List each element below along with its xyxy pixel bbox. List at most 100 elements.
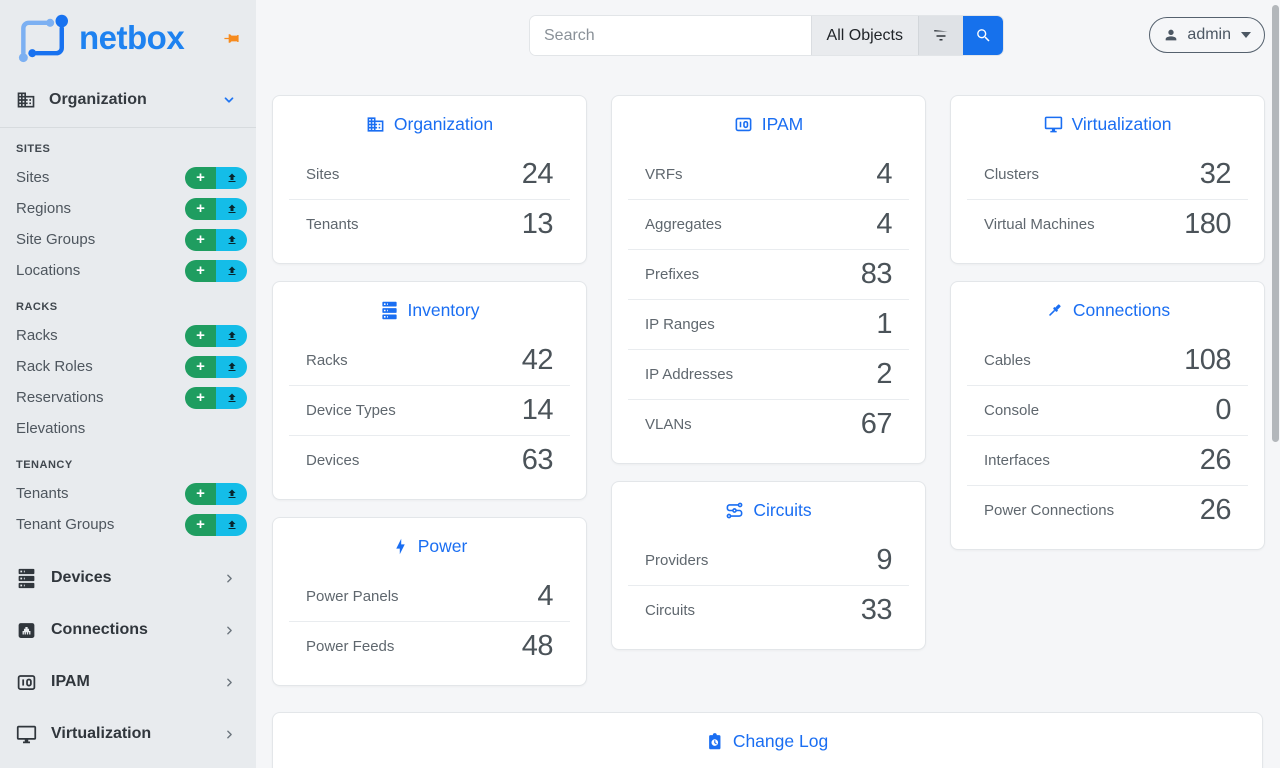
card-changelog: Change Log xyxy=(272,712,1263,768)
stat-label[interactable]: IP Addresses xyxy=(645,366,734,383)
stat-label[interactable]: Device Types xyxy=(306,402,396,419)
chevron-right-icon xyxy=(223,572,236,585)
stat-label[interactable]: Console xyxy=(984,402,1040,419)
stat-label[interactable]: Providers xyxy=(645,551,709,569)
stat-label[interactable]: Prefixes xyxy=(645,266,700,283)
stat-label[interactable]: Power Feeds xyxy=(306,638,395,655)
sidebar-menu-connections[interactable]: Connections xyxy=(0,604,256,656)
add-button[interactable]: + xyxy=(185,197,216,220)
stat-label[interactable]: Devices xyxy=(306,452,360,469)
sidebar-menu-virtualization[interactable]: Virtualization xyxy=(0,708,256,760)
stat-label[interactable]: Power Connections xyxy=(984,502,1115,519)
sidebar-item-sites[interactable]: Sites + xyxy=(0,162,256,193)
plus-icon: + xyxy=(196,485,205,502)
stat-row: Cables 108 xyxy=(967,335,1248,385)
stat-label[interactable]: Power Panels xyxy=(306,587,399,605)
pin-icon[interactable] xyxy=(223,30,240,47)
add-button[interactable]: + xyxy=(185,166,216,189)
building-icon xyxy=(366,115,385,134)
stat-value: 4 xyxy=(876,208,892,240)
stat-label[interactable]: Interfaces xyxy=(984,452,1050,469)
upload-icon xyxy=(226,203,238,215)
stat-label[interactable]: Virtual Machines xyxy=(984,216,1095,233)
stat-label[interactable]: Racks xyxy=(306,351,348,369)
plus-icon: + xyxy=(196,262,205,279)
search-input[interactable] xyxy=(530,16,811,55)
search-scope-select[interactable]: All Objects xyxy=(810,16,918,55)
sidebar-item-locations[interactable]: Locations + xyxy=(0,255,256,286)
chevron-right-icon xyxy=(223,624,236,637)
sidebar-item-elevations[interactable]: Elevations xyxy=(0,413,256,444)
import-button[interactable] xyxy=(216,259,247,282)
sidebar-item-reservations[interactable]: Reservations + xyxy=(0,382,256,413)
sidebar-item-tenant-groups[interactable]: Tenant Groups + xyxy=(0,509,256,540)
sidebar-menu-organization[interactable]: Organization xyxy=(0,83,256,117)
sidebar-menu-devices[interactable]: Devices xyxy=(0,552,256,604)
sidebar-item-label: Sites xyxy=(16,169,50,186)
stat-label[interactable]: Tenants xyxy=(306,216,359,233)
netbox-logo-icon xyxy=(16,13,70,63)
add-button[interactable]: + xyxy=(185,355,216,378)
clipboard-clock-icon xyxy=(707,732,724,750)
sidebar: netbox Organization SITES Sites + Region… xyxy=(0,0,256,768)
sidebar-item-label: Elevations xyxy=(16,420,86,437)
dashboard-grid: Organization Sites 24 Tenants 13 Invento… xyxy=(272,95,1265,686)
stat-label[interactable]: VLANs xyxy=(645,416,692,433)
card-organization: Organization Sites 24 Tenants 13 xyxy=(272,95,587,264)
import-button[interactable] xyxy=(216,197,247,220)
stat-label[interactable]: IP Ranges xyxy=(645,316,715,333)
import-button[interactable] xyxy=(216,482,247,505)
stat-row: VLANs 67 xyxy=(628,399,909,449)
add-button[interactable]: + xyxy=(185,482,216,505)
import-button[interactable] xyxy=(216,513,247,536)
sidebar-item-racks[interactable]: Racks + xyxy=(0,320,256,351)
import-button[interactable] xyxy=(216,355,247,378)
transit-route-icon xyxy=(725,501,744,520)
stat-value: 48 xyxy=(521,630,554,662)
sidebar-item-rack-roles[interactable]: Rack Roles + xyxy=(0,351,256,382)
section-title-racks: RACKS xyxy=(16,301,58,313)
stat-row: Prefixes 83 xyxy=(628,249,909,299)
sidebar-menu-label: Devices xyxy=(51,569,112,586)
add-button[interactable]: + xyxy=(185,386,216,409)
add-button[interactable]: + xyxy=(185,259,216,282)
import-button[interactable] xyxy=(216,228,247,251)
vertical-scrollbar-thumb[interactable] xyxy=(1272,5,1279,442)
stat-value: 2 xyxy=(876,358,892,390)
search-submit-button[interactable] xyxy=(963,16,1003,55)
add-button[interactable]: + xyxy=(185,324,216,347)
stat-label[interactable]: Sites xyxy=(306,165,340,183)
stat-label[interactable]: Cables xyxy=(984,351,1031,369)
stat-value: 32 xyxy=(1199,157,1232,190)
person-icon xyxy=(1163,27,1179,43)
stat-label[interactable]: Clusters xyxy=(984,165,1040,183)
stat-label[interactable]: Aggregates xyxy=(645,216,722,233)
sidebar-item-label: Rack Roles xyxy=(16,358,93,375)
filter-button[interactable] xyxy=(918,16,963,55)
sidebar-item-tenants[interactable]: Tenants + xyxy=(0,478,256,509)
stat-value: 13 xyxy=(521,208,554,240)
sidebar-item-site-groups[interactable]: Site Groups + xyxy=(0,224,256,255)
server-icon xyxy=(16,568,37,589)
stat-label[interactable]: Circuits xyxy=(645,602,696,619)
plus-icon: + xyxy=(196,516,205,533)
upload-icon xyxy=(226,330,238,342)
user-name: admin xyxy=(1187,26,1231,43)
netbox-logo[interactable]: netbox xyxy=(0,0,256,69)
import-button[interactable] xyxy=(216,166,247,189)
stat-row: Power Connections 26 xyxy=(967,485,1248,535)
stat-row: Clusters 32 xyxy=(967,149,1248,199)
add-button[interactable]: + xyxy=(185,513,216,536)
import-button[interactable] xyxy=(216,324,247,347)
sidebar-menu-label: Connections xyxy=(51,621,148,638)
stat-value: 9 xyxy=(876,543,892,576)
import-button[interactable] xyxy=(216,386,247,409)
stat-label[interactable]: VRFs xyxy=(645,165,683,183)
add-button[interactable]: + xyxy=(185,228,216,251)
sidebar-menu-ipam[interactable]: IPAM xyxy=(0,656,256,708)
sidebar-item-regions[interactable]: Regions + xyxy=(0,193,256,224)
stat-value: 14 xyxy=(521,394,554,426)
stat-value: 42 xyxy=(521,343,554,376)
user-menu[interactable]: admin xyxy=(1149,17,1265,53)
chevron-down-icon xyxy=(222,93,236,107)
